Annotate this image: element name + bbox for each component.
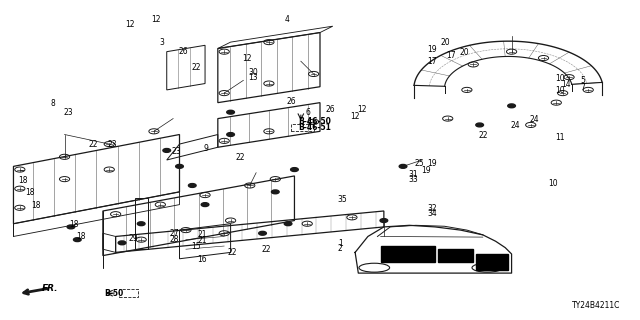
Text: 18: 18 [19, 176, 28, 185]
Text: 22: 22 [261, 245, 271, 254]
Text: 5: 5 [580, 76, 586, 85]
Circle shape [291, 168, 298, 172]
Circle shape [74, 238, 81, 242]
Text: 14: 14 [561, 80, 571, 89]
Text: 12: 12 [125, 20, 135, 29]
Text: 31: 31 [408, 170, 418, 179]
Text: 12: 12 [351, 112, 360, 121]
Text: 21: 21 [197, 230, 207, 239]
Circle shape [188, 184, 196, 188]
Text: 26: 26 [287, 97, 296, 106]
Text: 4: 4 [285, 15, 290, 24]
Text: 19: 19 [428, 44, 437, 54]
Circle shape [259, 231, 266, 235]
Text: 17: 17 [447, 51, 456, 60]
Text: 27: 27 [170, 229, 180, 238]
Text: 9: 9 [204, 144, 209, 153]
Text: 1: 1 [338, 239, 342, 248]
Text: 12: 12 [242, 53, 252, 62]
Text: 6: 6 [306, 108, 311, 117]
Text: 19: 19 [421, 166, 431, 175]
Text: 20: 20 [440, 38, 450, 47]
Text: 26: 26 [325, 105, 335, 114]
Circle shape [227, 132, 234, 136]
Text: 22: 22 [478, 131, 488, 140]
Text: 24: 24 [510, 121, 520, 130]
Circle shape [284, 222, 292, 226]
Text: 8: 8 [51, 99, 55, 108]
Text: 12: 12 [151, 15, 160, 24]
Text: 26: 26 [178, 47, 188, 56]
Circle shape [67, 225, 75, 229]
Text: 33: 33 [408, 175, 418, 184]
Circle shape [399, 164, 407, 168]
Text: 22: 22 [227, 248, 237, 257]
Text: 23: 23 [172, 147, 182, 156]
Text: 7: 7 [580, 83, 586, 92]
Circle shape [380, 219, 388, 222]
Text: 18: 18 [25, 188, 35, 197]
Text: 18: 18 [31, 201, 41, 210]
Text: 2: 2 [338, 244, 342, 253]
Text: B-46-51: B-46-51 [298, 123, 331, 132]
Text: 21: 21 [197, 236, 207, 245]
Text: 16: 16 [197, 255, 207, 264]
Text: 10: 10 [548, 180, 558, 188]
Text: B-46-50: B-46-50 [298, 117, 331, 126]
Text: 18: 18 [76, 232, 86, 241]
Text: 29: 29 [129, 234, 138, 243]
Polygon shape [476, 254, 508, 270]
Text: 23: 23 [108, 140, 118, 149]
Text: 11: 11 [555, 133, 564, 142]
Text: 18: 18 [70, 220, 79, 229]
Text: 22: 22 [191, 63, 200, 72]
Text: 30: 30 [248, 68, 258, 77]
Circle shape [508, 104, 515, 108]
Circle shape [476, 123, 483, 127]
Circle shape [138, 222, 145, 226]
Circle shape [163, 148, 171, 152]
Circle shape [227, 110, 234, 114]
Text: 20: 20 [460, 48, 469, 57]
Circle shape [175, 164, 183, 168]
Circle shape [271, 190, 279, 194]
Text: 19: 19 [428, 159, 437, 168]
Text: 25: 25 [415, 159, 424, 168]
Text: 32: 32 [428, 204, 437, 213]
Text: 22: 22 [236, 153, 245, 162]
Text: FR.: FR. [42, 284, 58, 292]
Circle shape [201, 203, 209, 206]
Polygon shape [438, 249, 473, 262]
Text: 34: 34 [428, 209, 437, 218]
Circle shape [118, 241, 126, 245]
Text: 35: 35 [338, 195, 348, 204]
Text: B-50: B-50 [104, 289, 124, 298]
Text: 17: 17 [428, 57, 437, 66]
Text: 10: 10 [555, 86, 564, 95]
Text: 24: 24 [529, 115, 539, 124]
Text: 3: 3 [159, 38, 164, 47]
Polygon shape [381, 246, 435, 262]
Text: 13: 13 [248, 73, 258, 82]
Text: TY24B4211C: TY24B4211C [572, 301, 620, 310]
Text: 15: 15 [191, 242, 200, 251]
Text: 12: 12 [357, 105, 367, 114]
Text: 22: 22 [89, 140, 99, 149]
Text: 10: 10 [555, 74, 564, 83]
Text: 28: 28 [170, 235, 179, 244]
Text: 23: 23 [63, 108, 73, 117]
